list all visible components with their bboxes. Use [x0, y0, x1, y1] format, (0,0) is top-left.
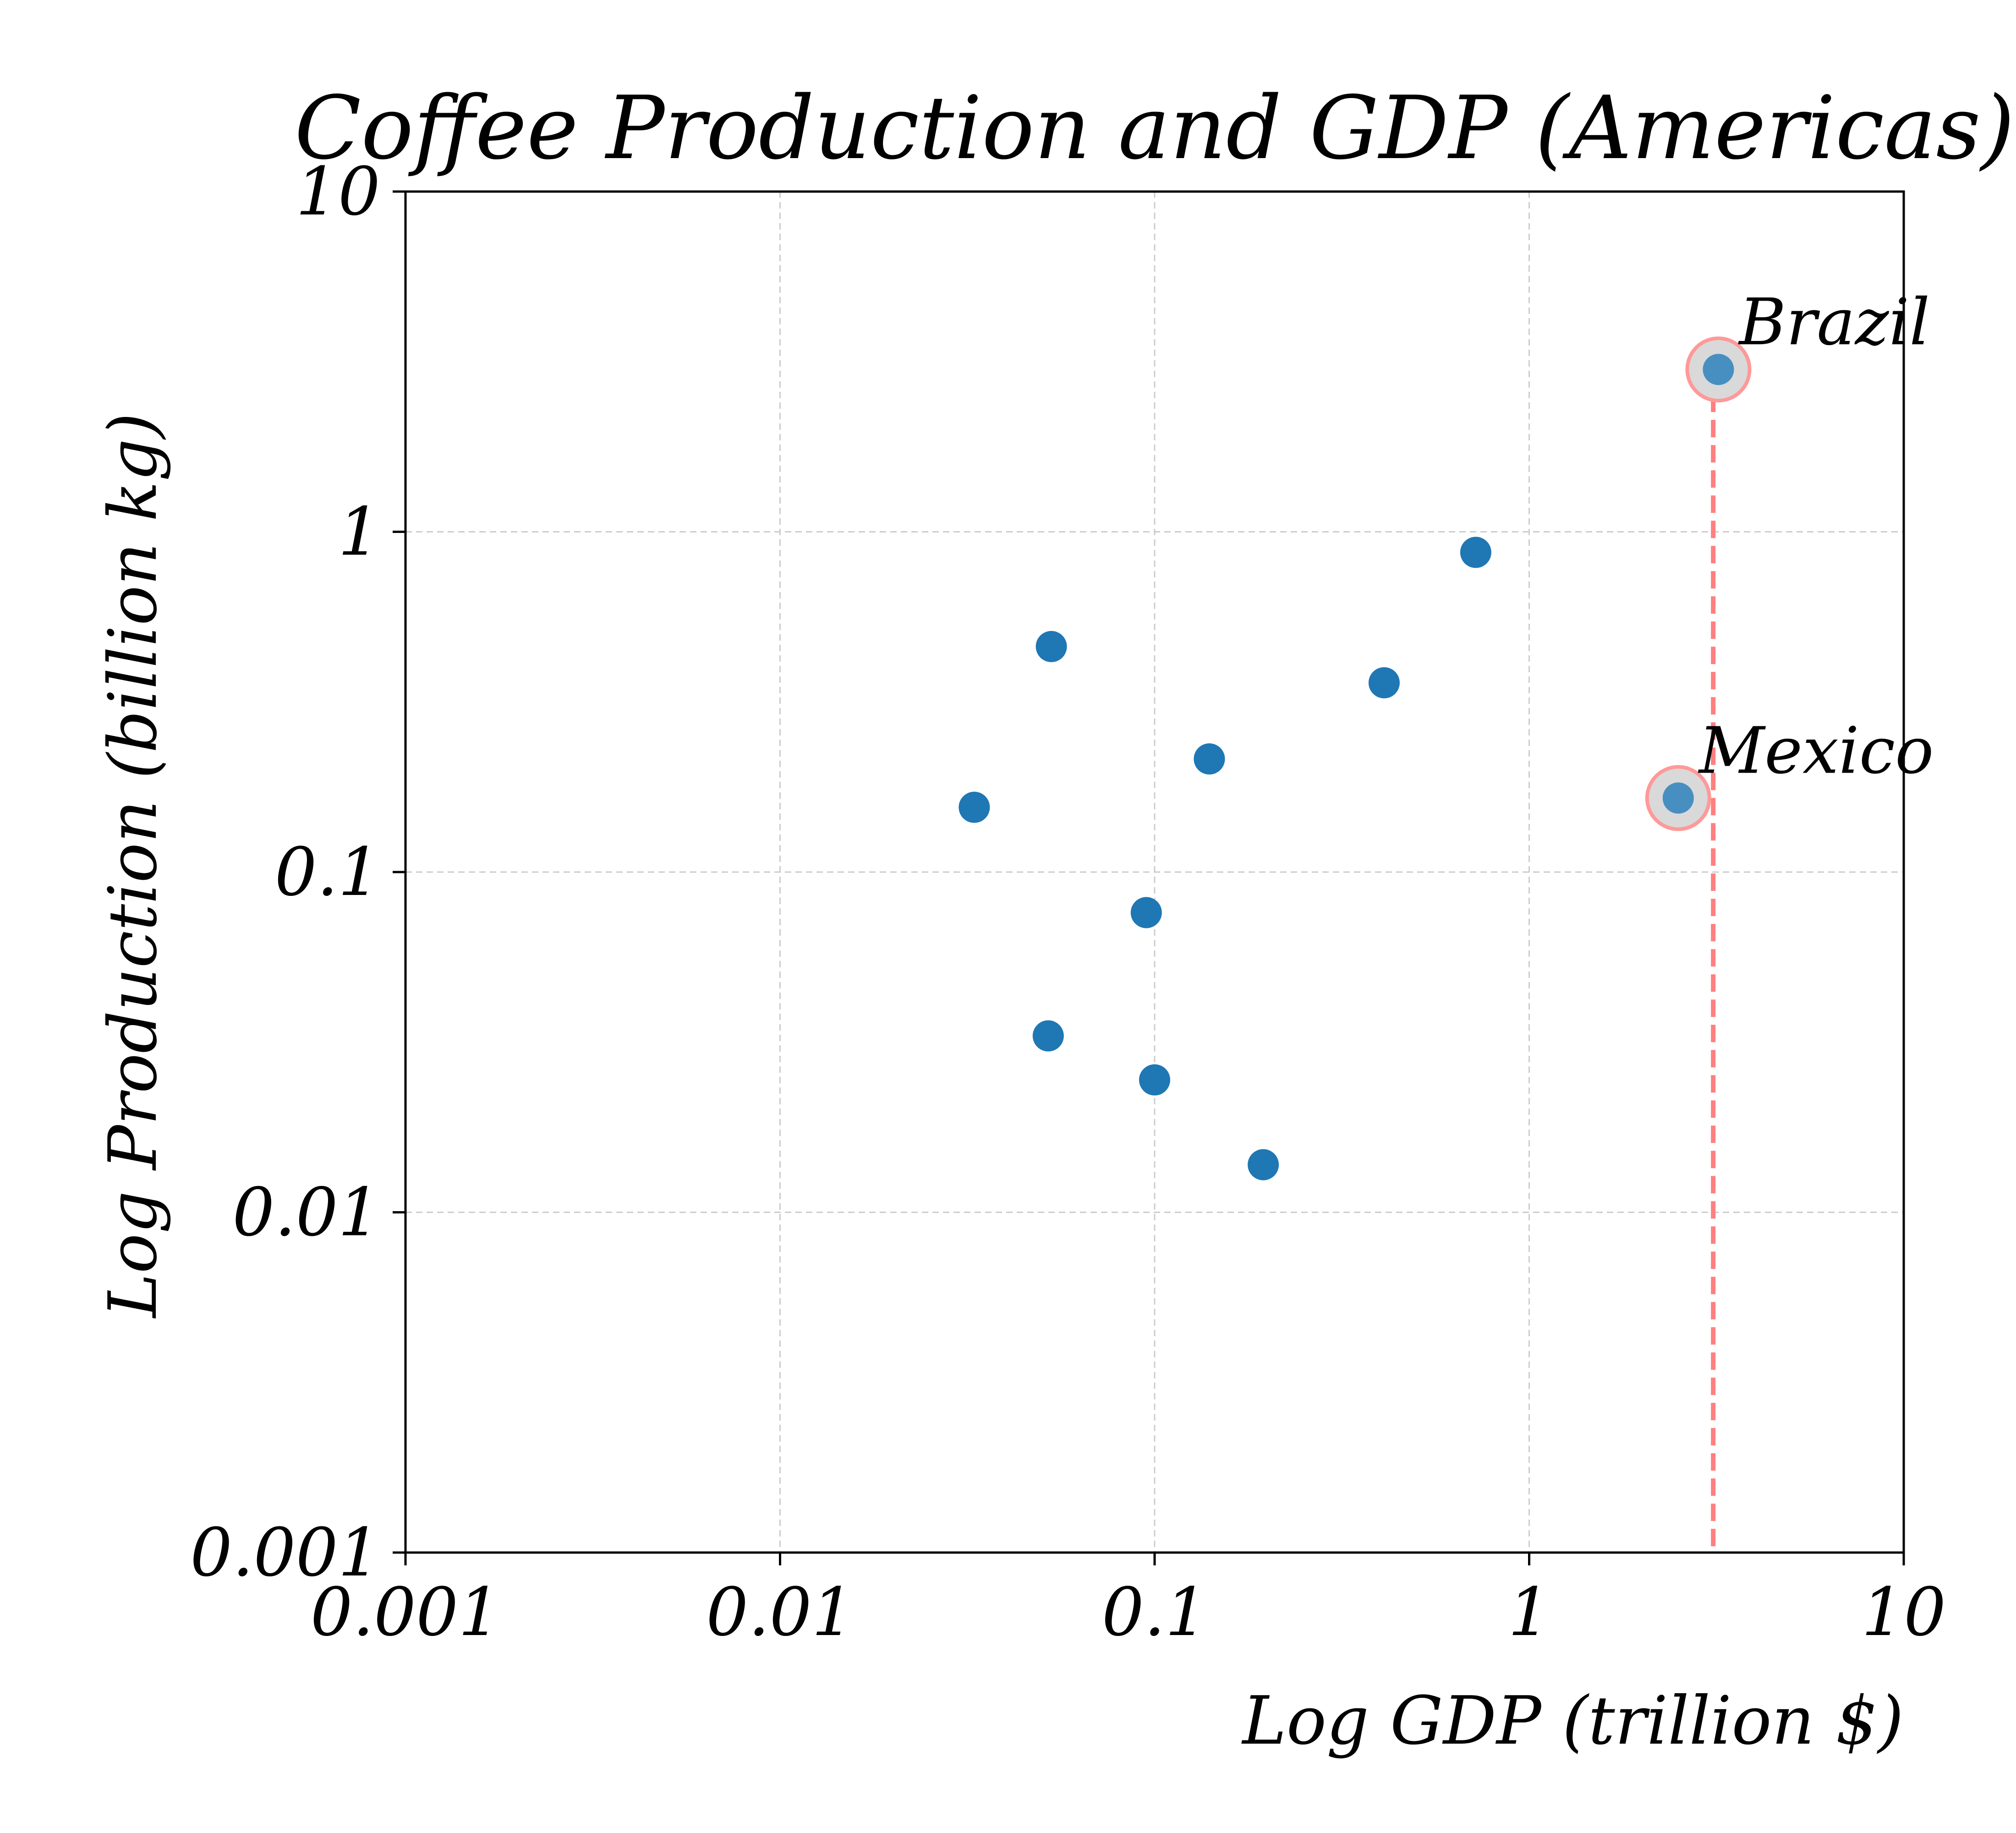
x-axis-label: Log GDP (trillion $): [1241, 1682, 1904, 1760]
y-tick-label: 0.1: [274, 834, 380, 911]
y-tick-label: 10: [296, 153, 380, 230]
y-tick-label: 0.001: [190, 1514, 380, 1592]
points: [959, 336, 1752, 1180]
data-point: [1703, 354, 1734, 385]
data-point: [1460, 537, 1491, 568]
data-point: [1139, 1064, 1170, 1096]
data-point: [1194, 743, 1225, 775]
chart-title: Coffee Production and GDP (Americas): [295, 77, 2015, 179]
data-point: [1662, 782, 1694, 814]
data-point: [1248, 1149, 1279, 1180]
x-tick-label: 0.1: [1102, 1574, 1208, 1651]
ticks: 0.001 0.01 0.1 1 10 0.001 0.01 0.1 1 10: [190, 153, 1946, 1651]
data-point: [959, 791, 990, 823]
y-tick-label: 0.01: [232, 1174, 380, 1251]
y-tick-label: 1: [338, 494, 380, 571]
highlight-overlay: [1662, 782, 1694, 814]
y-axis-label: Log Production (billion kg): [94, 413, 172, 1319]
data-point: [1035, 631, 1067, 662]
highlight-overlay: [1703, 354, 1734, 385]
data-point: [1130, 897, 1162, 928]
point-annotation: Brazil: [1737, 285, 1930, 360]
data-point: [1032, 1020, 1064, 1052]
grid: [405, 191, 1905, 1553]
annotations: Brazil Mexico: [1698, 285, 1934, 788]
point-annotation: Mexico: [1698, 714, 1934, 789]
x-tick-label: 10: [1862, 1574, 1946, 1651]
x-tick-label: 0.001: [310, 1574, 500, 1651]
x-tick-label: 1: [1508, 1574, 1550, 1651]
x-tick-label: 0.01: [706, 1574, 854, 1651]
data-point: [1368, 667, 1400, 698]
